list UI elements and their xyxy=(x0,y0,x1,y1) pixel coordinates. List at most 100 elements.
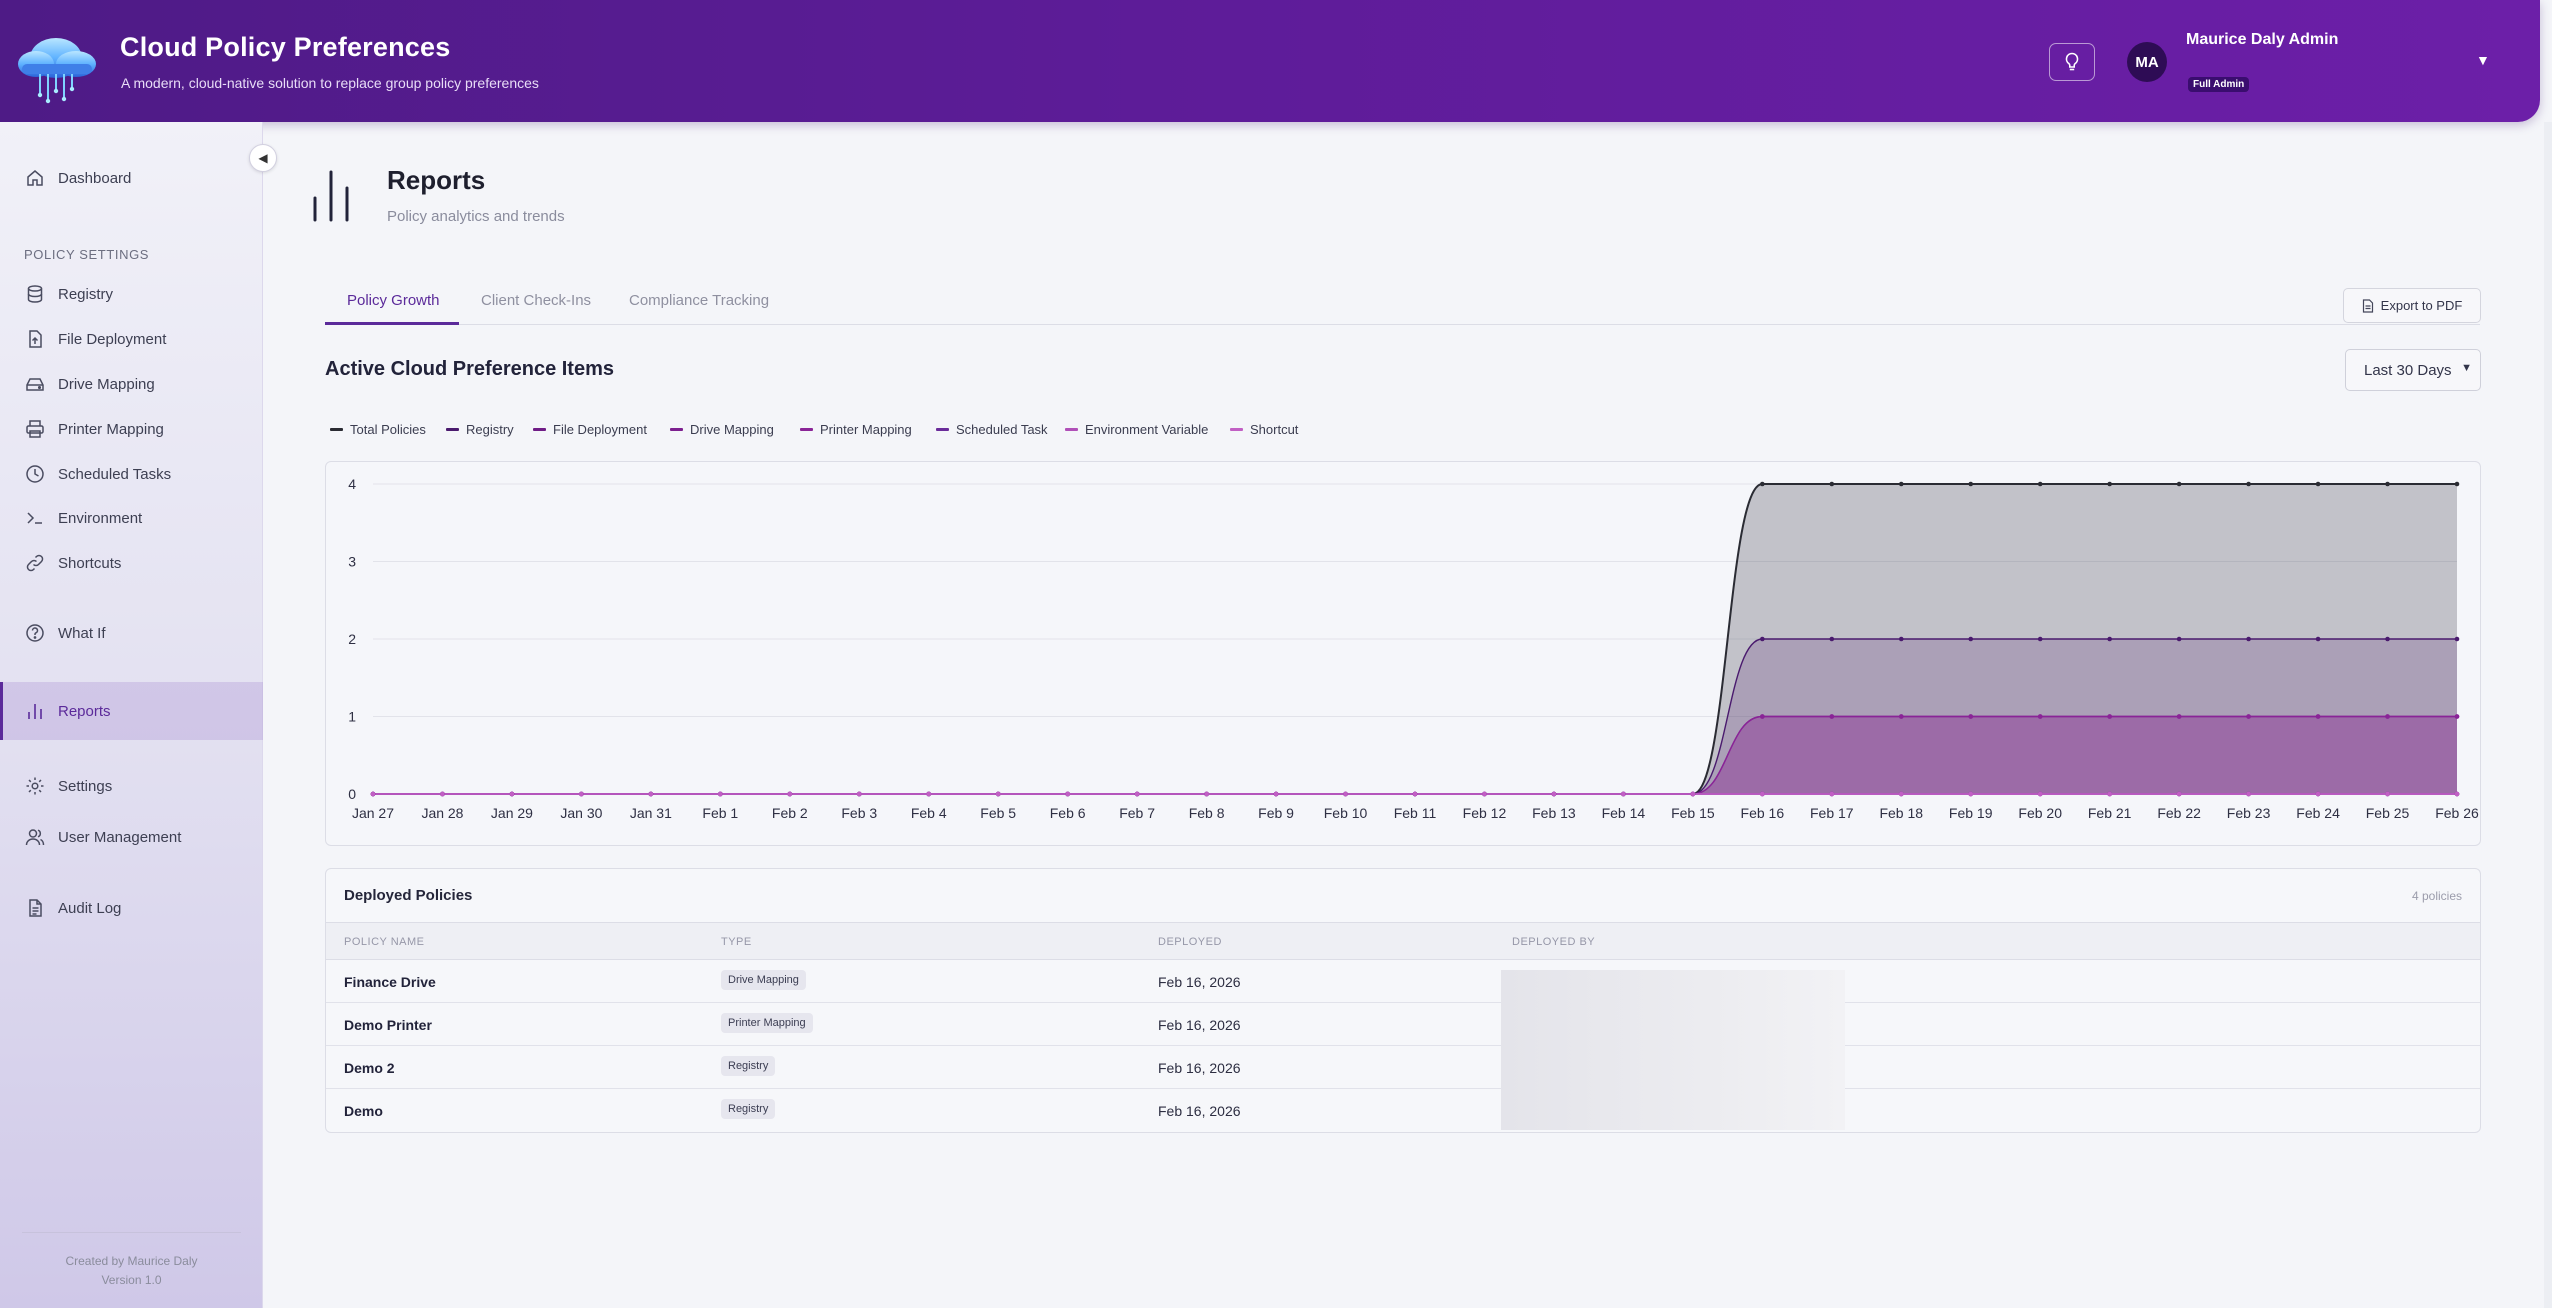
date-range-select[interactable]: Last 30 Days ▼ xyxy=(2345,349,2481,391)
x-tick-label: Feb 4 xyxy=(911,805,947,821)
x-tick-label: Feb 14 xyxy=(1602,805,1646,821)
x-tick-label: Jan 31 xyxy=(630,805,672,821)
point-shortcut xyxy=(509,791,515,797)
legend-item[interactable]: Environment Variable xyxy=(1065,422,1208,437)
point-printer-mapping xyxy=(2385,714,2390,719)
sidebar-item-label: Registry xyxy=(58,285,114,303)
policy-growth-chart: 0 1 2 3 4 Jan 27 Jan 28 Jan 29 Jan 30 Jan 31 Feb 1… xyxy=(325,461,2481,846)
sidebar-item-environment[interactable]: Environment xyxy=(0,498,263,538)
deployed-date: Feb 16, 2026 xyxy=(1158,1103,1241,1119)
sidebar-item-drive-mapping[interactable]: Drive Mapping xyxy=(0,364,263,404)
point-shortcut xyxy=(926,791,932,797)
area-printer-mapping xyxy=(373,716,2457,794)
chart-title: Active Cloud Preference Items xyxy=(325,358,614,380)
sidebar-item-file-deployment[interactable]: File Deployment xyxy=(0,319,263,359)
database-icon xyxy=(24,283,46,305)
sidebar-divider xyxy=(22,1232,241,1233)
point-shortcut xyxy=(2107,791,2112,797)
y-tick-label: 3 xyxy=(348,554,356,570)
column-header[interactable]: TYPE xyxy=(721,936,752,948)
point-shortcut xyxy=(1343,791,1348,797)
x-tick-label: Jan 29 xyxy=(491,805,533,821)
x-tick-label: Feb 13 xyxy=(1532,805,1576,821)
sidebar-item-registry[interactable]: Registry xyxy=(0,274,263,314)
x-tick-label: Feb 8 xyxy=(1189,805,1225,821)
sidebar-item-what-if[interactable]: What If xyxy=(0,613,263,653)
point-printer-mapping xyxy=(2176,714,2182,719)
table-row[interactable]: Demo 2 Registry Feb 16, 2026 xyxy=(326,1046,2480,1089)
sidebar-item-shortcuts[interactable]: Shortcuts xyxy=(0,543,263,583)
legend-item[interactable]: Printer Mapping xyxy=(800,422,912,437)
export-pdf-button[interactable]: Export to PDF xyxy=(2343,288,2481,323)
policy-type-badge: Registry xyxy=(721,1056,776,1076)
gear-icon xyxy=(24,775,46,797)
policy-name: Finance Drive xyxy=(344,974,436,990)
legend-swatch xyxy=(330,428,343,431)
x-tick-label: Feb 7 xyxy=(1119,805,1155,821)
app-header: Cloud Policy Preferences A modern, cloud… xyxy=(0,0,2540,122)
x-tick-label: Feb 22 xyxy=(2157,805,2201,821)
sidebar-item-settings[interactable]: Settings xyxy=(0,766,263,806)
point-printer-mapping xyxy=(1760,714,1765,719)
tips-button[interactable] xyxy=(2049,43,2095,81)
page-scrollbar[interactable] xyxy=(2544,122,2552,1308)
table-row[interactable]: Demo Printer Printer Mapping Feb 16, 202… xyxy=(326,1003,2480,1046)
legend-item[interactable]: Shortcut xyxy=(1230,422,1298,437)
point-printer-mapping xyxy=(1898,714,1904,719)
sidebar-item-label: Shortcuts xyxy=(58,554,122,572)
table-row[interactable]: Finance Drive Drive Mapping Feb 16, 2026 xyxy=(326,960,2480,1003)
point-shortcut xyxy=(648,791,654,797)
sidebar-collapse-button[interactable]: ◀ xyxy=(249,144,277,172)
policy-name: Demo 2 xyxy=(344,1060,395,1076)
area-drive-mapping xyxy=(373,716,2457,794)
x-tick-label: Jan 28 xyxy=(421,805,463,821)
policy-name: Demo Printer xyxy=(344,1017,432,1033)
point-total-policies xyxy=(1898,481,1904,487)
column-header[interactable]: DEPLOYED BY xyxy=(1512,936,1596,948)
point-total-policies xyxy=(2107,481,2112,487)
x-tick-label: Feb 12 xyxy=(1463,805,1507,821)
point-shortcut xyxy=(2385,791,2390,797)
column-header[interactable]: POLICY NAME xyxy=(344,936,425,948)
tab-client-check-ins[interactable]: Client Check-Ins xyxy=(481,292,592,309)
app-title: Cloud Policy Preferences xyxy=(120,32,451,62)
legend-label: Scheduled Task xyxy=(956,422,1048,437)
point-shortcut xyxy=(1760,791,1765,797)
legend-item[interactable]: File Deployment xyxy=(533,422,647,437)
sidebar: Dashboard POLICY SETTINGS Registry File … xyxy=(0,122,263,1308)
x-tick-label: Feb 25 xyxy=(2366,805,2410,821)
point-shortcut xyxy=(856,791,862,797)
policy-count: 4 policies xyxy=(2411,889,2462,903)
table-row[interactable]: Demo Registry Feb 16, 2026 xyxy=(326,1089,2480,1132)
legend-item[interactable]: Registry xyxy=(446,422,514,437)
sidebar-item-audit-log[interactable]: Audit Log xyxy=(0,888,263,928)
x-tick-label: Feb 6 xyxy=(1050,805,1086,821)
legend-item[interactable]: Scheduled Task xyxy=(936,422,1048,437)
redacted-deployed-by xyxy=(1501,970,1845,1130)
x-tick-label: Feb 3 xyxy=(841,805,877,821)
x-tick-label: Feb 11 xyxy=(1394,805,1437,821)
avatar[interactable]: MA xyxy=(2127,42,2167,82)
policy-type-badge: Drive Mapping xyxy=(721,970,806,990)
tab-policy-growth[interactable]: Policy Growth xyxy=(347,292,440,309)
sidebar-item-scheduled-tasks[interactable]: Scheduled Tasks xyxy=(0,454,263,494)
point-total-policies xyxy=(2246,481,2251,487)
point-total-policies xyxy=(2315,481,2321,487)
tab-compliance-tracking[interactable]: Compliance Tracking xyxy=(629,292,770,309)
legend-item[interactable]: Total Policies xyxy=(330,422,426,437)
sidebar-item-user-management[interactable]: User Management xyxy=(0,817,263,857)
legend-item[interactable]: Drive Mapping xyxy=(670,422,774,437)
sidebar-item-reports[interactable]: Reports xyxy=(0,682,263,740)
x-tick-label: Feb 1 xyxy=(702,805,738,821)
sidebar-footer-version: Version 1.0 xyxy=(101,1273,162,1287)
sidebar-item-dashboard[interactable]: Dashboard xyxy=(0,158,263,198)
user-menu-chevron-down-icon[interactable]: ▼ xyxy=(2476,52,2490,68)
point-printer-mapping xyxy=(2037,714,2043,719)
home-icon xyxy=(24,167,46,189)
user-name[interactable]: Maurice Daly Admin xyxy=(2186,31,2339,48)
x-tick-label: Feb 26 xyxy=(2435,805,2479,821)
point-printer-mapping xyxy=(2454,714,2460,719)
file-upload-icon xyxy=(24,328,46,350)
column-header[interactable]: DEPLOYED xyxy=(1158,936,1222,948)
sidebar-item-printer-mapping[interactable]: Printer Mapping xyxy=(0,409,263,449)
